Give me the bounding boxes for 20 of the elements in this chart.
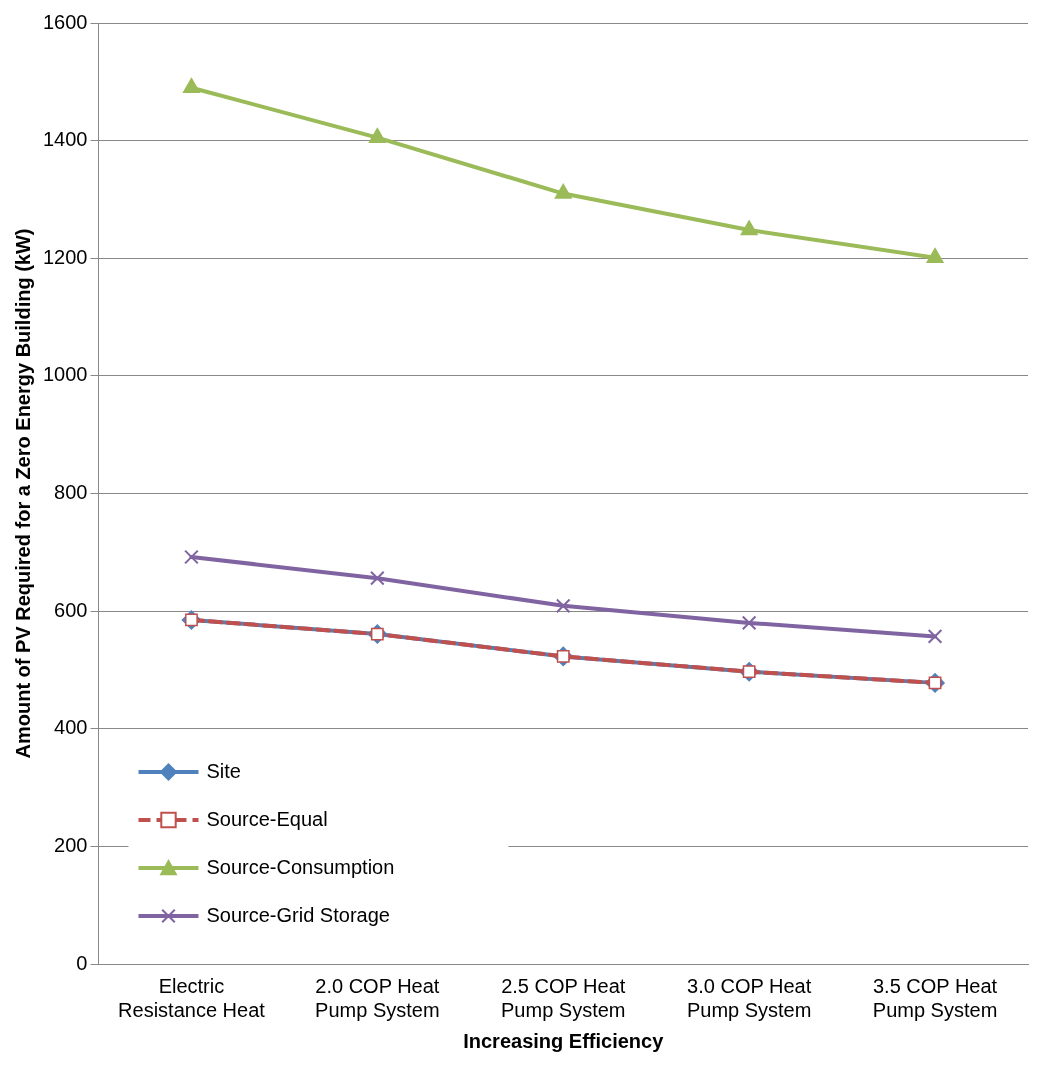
x-tick-label: 2.0 COP Heat Pump System bbox=[315, 974, 440, 1021]
x-tick-label: Electric Resistance Heat bbox=[118, 974, 266, 1021]
x-tick-label: 3.0 COP Heat Pump System bbox=[686, 974, 812, 1021]
legend-label: Source-Equal bbox=[206, 807, 328, 830]
y-tick-label: 1000 bbox=[42, 363, 88, 386]
y-tick-label: 1400 bbox=[42, 128, 88, 151]
legend-label: Source-Grid Storage bbox=[206, 903, 390, 926]
y-tick-label: 400 bbox=[54, 716, 88, 739]
legend-label: Site bbox=[206, 759, 241, 782]
y-tick-label: 600 bbox=[54, 598, 88, 621]
y-tick-label: 200 bbox=[54, 833, 88, 856]
x-tick-label: 2.5 COP Heat Pump System bbox=[501, 974, 626, 1021]
y-tick-label: 0 bbox=[76, 951, 88, 974]
y-tick-label: 1200 bbox=[42, 245, 88, 268]
y-tick-label: 800 bbox=[54, 481, 88, 504]
x-tick-label: 3.5 COP Heat Pump System bbox=[872, 974, 998, 1021]
y-tick-label: 1600 bbox=[42, 10, 88, 33]
legend-label: Source-Consumption bbox=[206, 855, 395, 878]
x-axis-title: Increasing Efficiency bbox=[463, 1029, 665, 1052]
y-axis-title: Amount of PV Required for a Zero Energy Building (kW) bbox=[11, 228, 34, 759]
